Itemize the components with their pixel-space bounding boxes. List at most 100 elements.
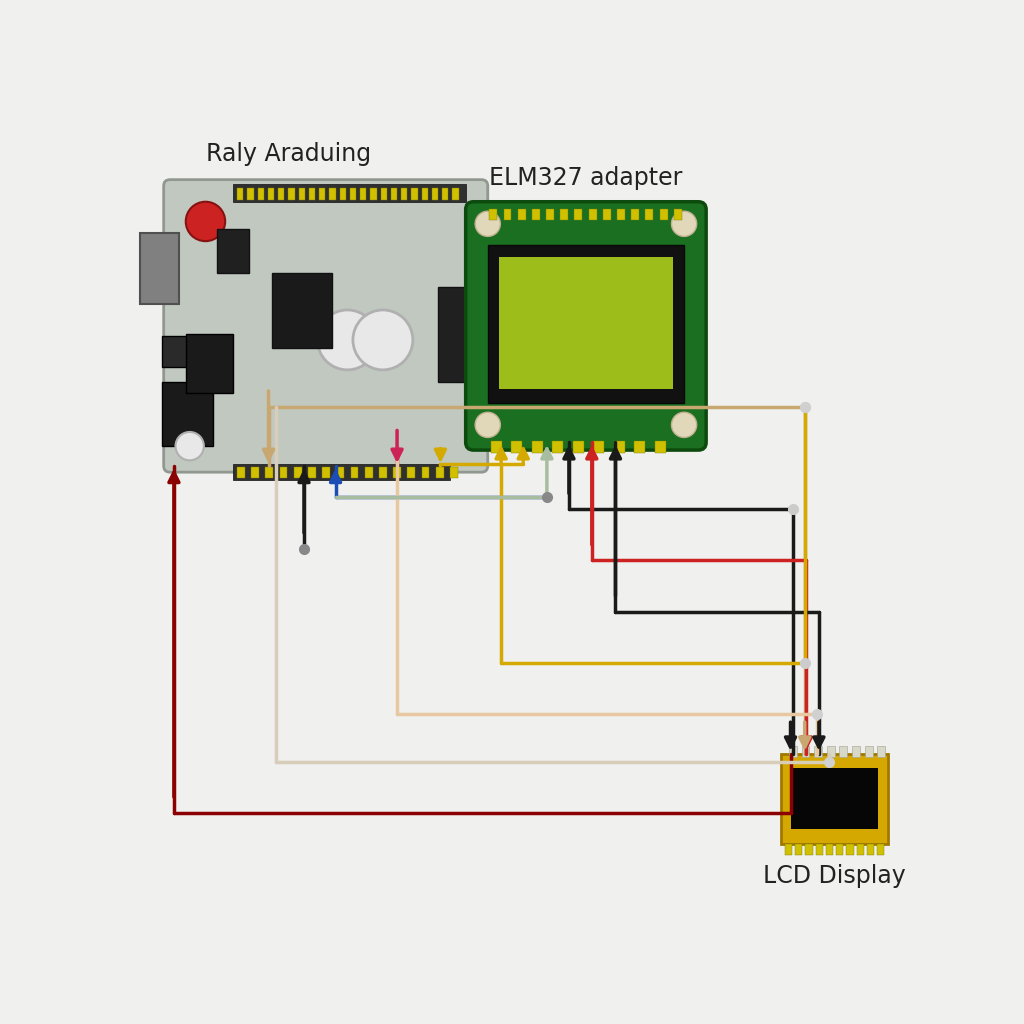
Bar xyxy=(233,184,466,202)
Bar xyxy=(878,745,885,757)
Bar xyxy=(631,209,639,220)
Bar xyxy=(655,441,666,454)
Bar xyxy=(864,745,872,757)
Circle shape xyxy=(672,211,696,237)
Bar xyxy=(816,844,823,855)
Bar xyxy=(257,187,264,200)
Bar xyxy=(422,187,428,200)
Bar xyxy=(350,467,358,478)
Bar xyxy=(635,441,645,454)
Bar xyxy=(422,467,429,478)
Bar xyxy=(847,844,854,855)
Bar xyxy=(251,467,259,478)
Bar xyxy=(552,441,563,454)
Bar xyxy=(435,467,443,478)
Bar xyxy=(233,464,450,480)
Bar xyxy=(674,209,682,220)
FancyBboxPatch shape xyxy=(781,754,888,845)
FancyBboxPatch shape xyxy=(162,336,194,368)
Bar xyxy=(393,467,401,478)
Bar xyxy=(371,187,377,200)
Bar xyxy=(309,187,315,200)
Bar xyxy=(308,467,315,478)
Bar xyxy=(237,187,244,200)
Circle shape xyxy=(175,432,204,461)
Bar xyxy=(365,467,373,478)
Bar xyxy=(826,745,835,757)
Bar xyxy=(340,187,346,200)
Bar xyxy=(518,209,525,220)
Circle shape xyxy=(672,413,696,437)
Bar xyxy=(574,209,583,220)
FancyBboxPatch shape xyxy=(217,229,249,272)
Bar xyxy=(289,187,295,200)
Bar xyxy=(350,187,356,200)
Bar xyxy=(319,187,326,200)
FancyBboxPatch shape xyxy=(164,179,487,472)
Bar xyxy=(299,187,305,200)
Bar xyxy=(878,844,885,855)
FancyBboxPatch shape xyxy=(438,288,468,382)
Circle shape xyxy=(185,202,225,242)
Bar xyxy=(412,187,418,200)
Bar xyxy=(330,187,336,200)
Bar xyxy=(814,745,822,757)
Bar xyxy=(614,441,625,454)
Bar xyxy=(237,467,245,478)
Text: ELM327 adapter: ELM327 adapter xyxy=(489,166,683,189)
Bar xyxy=(265,467,273,478)
Bar xyxy=(806,844,813,855)
Bar xyxy=(659,209,668,220)
Bar xyxy=(391,187,397,200)
Bar xyxy=(450,467,458,478)
Bar xyxy=(857,844,864,855)
Bar xyxy=(408,467,415,478)
Bar xyxy=(381,187,387,200)
FancyBboxPatch shape xyxy=(140,232,179,303)
Circle shape xyxy=(317,310,378,370)
FancyBboxPatch shape xyxy=(791,768,878,828)
Circle shape xyxy=(353,310,413,370)
Bar xyxy=(802,745,809,757)
Bar xyxy=(840,745,847,757)
Bar xyxy=(489,209,498,220)
Bar xyxy=(826,844,834,855)
Bar xyxy=(593,441,604,454)
Bar xyxy=(796,844,803,855)
FancyBboxPatch shape xyxy=(466,202,707,451)
Text: LCD Display: LCD Display xyxy=(763,864,905,888)
Bar xyxy=(560,209,568,220)
Bar xyxy=(531,441,543,454)
Bar xyxy=(603,209,610,220)
Bar xyxy=(572,441,584,454)
Bar xyxy=(531,209,540,220)
Text: Raly Araduing: Raly Araduing xyxy=(206,142,371,166)
Bar xyxy=(788,745,797,757)
Circle shape xyxy=(475,211,501,237)
FancyBboxPatch shape xyxy=(499,257,673,388)
Bar xyxy=(323,467,330,478)
Bar xyxy=(278,187,285,200)
Bar xyxy=(336,467,344,478)
Bar xyxy=(852,745,860,757)
Bar xyxy=(785,844,793,855)
Bar xyxy=(280,467,288,478)
Bar xyxy=(645,209,653,220)
Bar xyxy=(511,441,522,454)
Bar xyxy=(867,844,874,855)
Bar xyxy=(504,209,511,220)
Bar xyxy=(490,441,502,454)
Bar xyxy=(546,209,554,220)
Bar xyxy=(837,844,844,855)
Circle shape xyxy=(475,413,501,437)
Bar xyxy=(267,187,274,200)
FancyBboxPatch shape xyxy=(487,245,684,402)
Bar xyxy=(379,467,387,478)
FancyBboxPatch shape xyxy=(162,382,213,446)
Bar xyxy=(360,187,367,200)
Bar xyxy=(589,209,597,220)
Bar xyxy=(247,187,254,200)
Bar xyxy=(294,467,302,478)
Bar xyxy=(617,209,625,220)
Bar xyxy=(401,187,408,200)
